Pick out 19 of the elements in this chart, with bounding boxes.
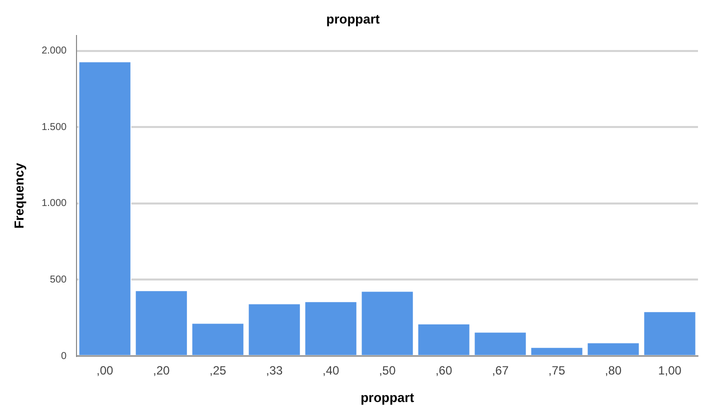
y-tick-label: 1.000 [42,198,68,210]
y-tick-label: 2.000 [42,46,68,57]
x-axis-title: proppart [360,390,415,405]
x-tick-label: ,67 [492,364,509,378]
y-tick-label: 1.500 [42,122,68,133]
x-tick-label: ,50 [378,364,396,378]
y-tick-label: 0 [61,350,68,362]
x-tick-label: ,40 [322,364,340,378]
x-tick-label: ,25 [210,364,227,378]
y-axis-title: Frequency [11,162,26,229]
x-tick-label: ,33 [266,364,283,378]
chart-title: proppart [326,11,380,26]
x-tick-label: ,75 [548,364,566,378]
x-tick-label: ,60 [435,364,452,378]
x-tick-label: ,20 [153,364,170,378]
y-tick-label: 500 [50,274,68,286]
x-tick-label: ,80 [604,364,622,378]
x-tick-label: ,00 [96,364,114,378]
x-tick-label: 1,00 [658,364,682,378]
